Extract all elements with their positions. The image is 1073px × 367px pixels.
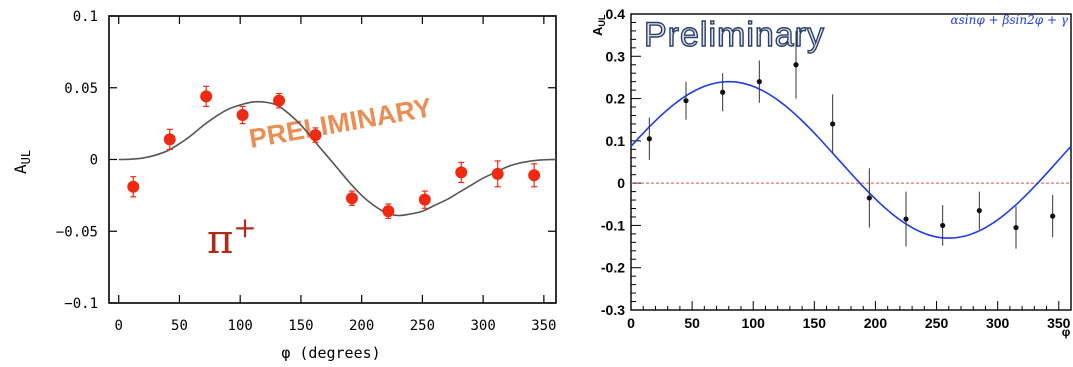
right-y-tick-label: 0: [617, 175, 625, 191]
right-y-axis-label: AUL: [590, 14, 607, 36]
left-data-point: [382, 205, 395, 218]
right-data-point: [940, 222, 946, 229]
right-watermark: Preliminary: [644, 16, 825, 54]
right-chart: 0.4 0.3 0.2 0.1 0 -0.1 -0.2 -0.3 0 50 100 150 200 25…: [590, 6, 1072, 339]
left-x-tick-label: 50: [171, 318, 188, 334]
right-x-tick-label: 100: [742, 315, 766, 331]
right-data-point: [793, 62, 799, 68]
right-plot-frame: [630, 13, 1072, 311]
right-data-point: [903, 216, 909, 222]
right-data-point: [683, 98, 689, 104]
left-data-point: [309, 129, 322, 142]
left-plot-frame: [108, 15, 557, 304]
left-x-tick-label: 100: [228, 318, 253, 334]
right-data-point: [976, 208, 982, 214]
left-y-axis-label-main: A: [11, 164, 30, 174]
right-data-points: [646, 30, 1056, 249]
left-data-point: [200, 90, 213, 103]
left-y-axis-label-sub: UL: [19, 150, 33, 164]
left-data-point: [491, 167, 504, 180]
left-y-tick-label: 0: [90, 153, 98, 169]
right-legend: αsinφ + βsin2φ + γ: [951, 13, 1069, 27]
right-data-point: [866, 195, 872, 201]
left-y-axis-label: AUL: [11, 150, 33, 174]
left-data-point: [236, 109, 249, 122]
right-y-tick-label: 0.1: [606, 133, 626, 149]
right-y-tick-labels: 0.4 0.3 0.2 0.1 0 -0.1 -0.2 -0.3: [601, 6, 625, 318]
left-ticks: [109, 15, 556, 304]
right-y-tick-label: -0.2: [601, 260, 625, 276]
right-y-tick-label: 0.4: [606, 6, 626, 22]
left-x-tick-label: 300: [470, 318, 495, 334]
left-annotation-base: π: [207, 217, 233, 263]
right-y-tick-label: 0.2: [606, 91, 626, 107]
left-x-tick-label: 200: [349, 318, 374, 334]
right-x-tick-label: 0: [627, 315, 635, 331]
right-y-tick-label: -0.1: [601, 217, 625, 233]
left-y-tick-label: 0.05: [64, 81, 98, 97]
left-data-points: [127, 85, 541, 219]
left-y-tick-labels: 0.1 0.05 0 −0.05 −0.1: [56, 9, 98, 312]
left-y-tick-label: −0.05: [56, 224, 98, 240]
right-data-point: [1013, 224, 1019, 231]
left-x-tick-label: 250: [410, 318, 435, 334]
left-y-tick-label: 0.1: [73, 9, 98, 25]
left-chart: 0.10.050−0.05−0.1 0 50 100 150 200 250 300 350 …: [11, 9, 557, 362]
right-x-tick-label: 150: [803, 315, 827, 331]
left-data-point: [163, 133, 176, 146]
left-x-tick-label: 150: [288, 318, 313, 334]
left-x-tick-label: 350: [531, 318, 556, 334]
right-y-axis-label-sub: UL: [597, 14, 607, 26]
left-data-point: [418, 193, 431, 206]
right-ticks: [630, 13, 1072, 311]
left-fit-curve: [118, 100, 557, 217]
left-data-point: [345, 192, 358, 205]
left-annotation-sup: +: [233, 211, 256, 244]
left-data-point: [455, 166, 468, 179]
right-y-tick-label: -0.3: [601, 302, 625, 318]
right-data-point: [1050, 213, 1056, 219]
right-x-tick-labels: 0 50 100 150 200 250 300 350: [627, 315, 1071, 331]
right-fit-curve: [630, 80, 1072, 239]
left-x-tick-label: 0: [114, 318, 122, 334]
left-x-axis-label: φ (degrees): [281, 344, 380, 362]
right-x-tick-label: 250: [925, 315, 949, 331]
left-y-tick-label: −0.1: [64, 296, 98, 312]
right-data-point: [720, 89, 726, 95]
right-x-tick-label: 50: [684, 315, 700, 331]
left-data-point: [273, 94, 286, 107]
left-annotation-pi-plus: π+: [207, 211, 257, 263]
right-x-tick-label: 350: [1047, 315, 1071, 331]
right-data-point: [646, 136, 652, 142]
right-data-point: [830, 121, 836, 127]
left-data-point: [528, 169, 541, 182]
left-x-tick-labels: 0 50 100 150 200 250 300 350: [114, 318, 556, 334]
right-data-point: [756, 79, 762, 85]
right-y-tick-label: 0.3: [606, 48, 626, 64]
right-x-tick-label: 300: [986, 315, 1010, 331]
right-x-axis-label: φ: [1062, 325, 1071, 339]
right-x-tick-label: 200: [864, 315, 888, 331]
right-y-axis-label-main: A: [590, 26, 605, 36]
left-data-point: [127, 180, 140, 193]
